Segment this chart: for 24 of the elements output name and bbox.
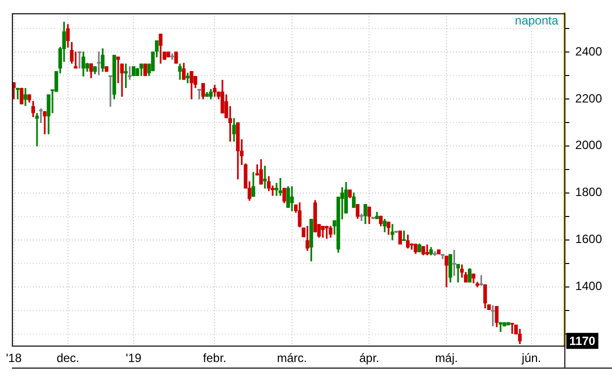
- candlestick: [360, 214, 364, 221]
- candlestick: [402, 230, 406, 241]
- x-tick-label: '18: [6, 351, 22, 366]
- x-tick-label: ápr.: [359, 351, 380, 366]
- y-tick-label: 1400: [575, 279, 602, 294]
- annotation: 1170: [569, 334, 596, 348]
- x-tick-label: márc.: [276, 351, 307, 366]
- x-tick-label: febr.: [203, 351, 226, 366]
- candlestick: [35, 113, 39, 146]
- candlestick: [498, 322, 502, 332]
- y-tick-label: 1800: [575, 185, 602, 200]
- x-tick-label: máj.: [435, 351, 458, 366]
- y-tick-label: 2400: [575, 44, 602, 58]
- y-tick-label: 2000: [575, 138, 602, 152]
- candlestick: [263, 166, 267, 189]
- candlestick: [456, 264, 460, 283]
- x-tick-label: dec.: [56, 351, 80, 366]
- candlestick: [78, 51, 82, 68]
- y-tick-label: 1600: [575, 232, 602, 246]
- annotation: naponta: [514, 14, 559, 28]
- candlestick: [290, 186, 294, 212]
- x-tick-label: jún.: [520, 351, 542, 366]
- x-tick-label: '19: [126, 351, 142, 366]
- y-tick-label: 2200: [575, 91, 602, 106]
